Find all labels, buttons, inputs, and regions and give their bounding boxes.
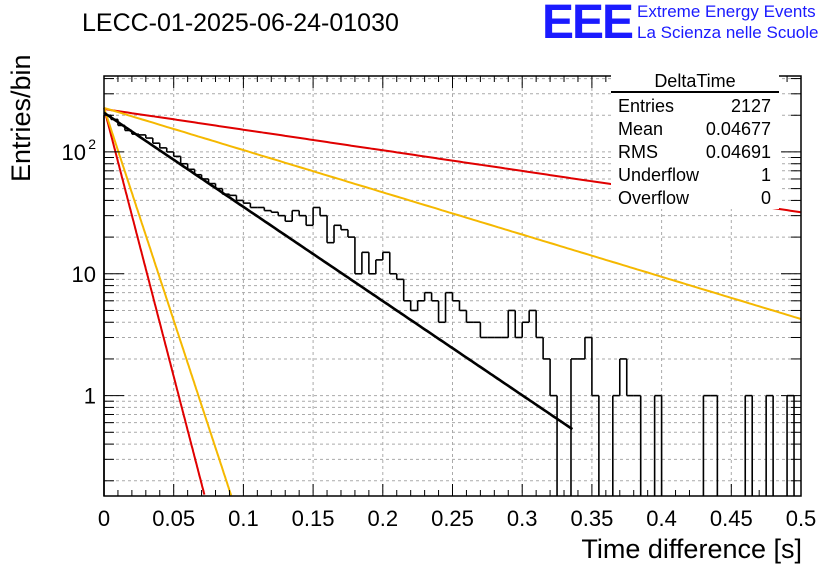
plot-grid (103, 76, 802, 496)
x-tick-label: 0.3 (507, 506, 538, 531)
stats-value: 0.04677 (705, 119, 771, 139)
y-tick-exponent: 2 (88, 136, 96, 152)
x-tick-label: 0.35 (570, 506, 613, 531)
axes: 0 0.05 0.1 0.15 0.2 0.25 0.3 0.35 0.4 0.45 0.51101… (62, 75, 817, 531)
x-tick-label: 0.4 (646, 506, 677, 531)
x-tick-label: 0.2 (368, 506, 399, 531)
logo-text-line2: La Scienza nelle Scuole (637, 23, 819, 42)
eee-logo: EEE (542, 0, 634, 49)
y-tick-label: 1 (84, 384, 96, 409)
x-tick-label: 0.1 (228, 506, 259, 531)
x-axis-title: Time difference [s] (581, 534, 802, 564)
fit-curve-4 (103, 107, 233, 496)
stats-name: DeltaTime (654, 71, 736, 91)
stats-value: 2127 (730, 96, 771, 116)
x-tick-label: 0.25 (431, 506, 474, 531)
x-tick-label: 0.45 (710, 506, 753, 531)
x-tick-label: 0 (98, 506, 110, 531)
logo-text-line1: Extreme Energy Events (637, 2, 816, 21)
y-axis-title: Entries/bin (6, 54, 36, 182)
fit-curve-2 (103, 106, 802, 320)
stats-divider (611, 91, 779, 93)
stats-row-entries: Entries 2127 (611, 95, 779, 118)
histogram-bars (103, 114, 795, 496)
chart-title: LECC-01-2025-06-24-01030 (82, 9, 399, 37)
stats-label: Mean (618, 119, 664, 139)
fit-curve-3 (103, 107, 206, 495)
stats-value: 0.04691 (705, 142, 771, 162)
stats-value: 1 (760, 165, 771, 185)
stats-row-underflow: Underflow 1 (611, 164, 779, 187)
x-tick-label: 0.15 (292, 506, 335, 531)
stats-row-rms: RMS 0.04691 (611, 141, 779, 164)
stats-label: Overflow (618, 188, 690, 208)
stats-label: Underflow (618, 165, 700, 185)
stats-row-mean: Mean 0.04677 (611, 118, 779, 141)
stats-row-overflow: Overflow 0 (611, 187, 779, 210)
stats-label: RMS (618, 142, 658, 162)
stats-box: DeltaTime Entries 2127 Mean 0.04677 RMS … (611, 69, 779, 209)
y-tick-label: 10 (72, 262, 96, 287)
y-tick-label: 10 (62, 140, 86, 165)
stats-label: Entries (618, 96, 675, 116)
stats-value: 0 (760, 188, 771, 208)
fit-curve-0 (103, 111, 574, 431)
x-tick-label: 0.05 (152, 506, 195, 531)
x-tick-label: 0.5 (786, 506, 817, 531)
